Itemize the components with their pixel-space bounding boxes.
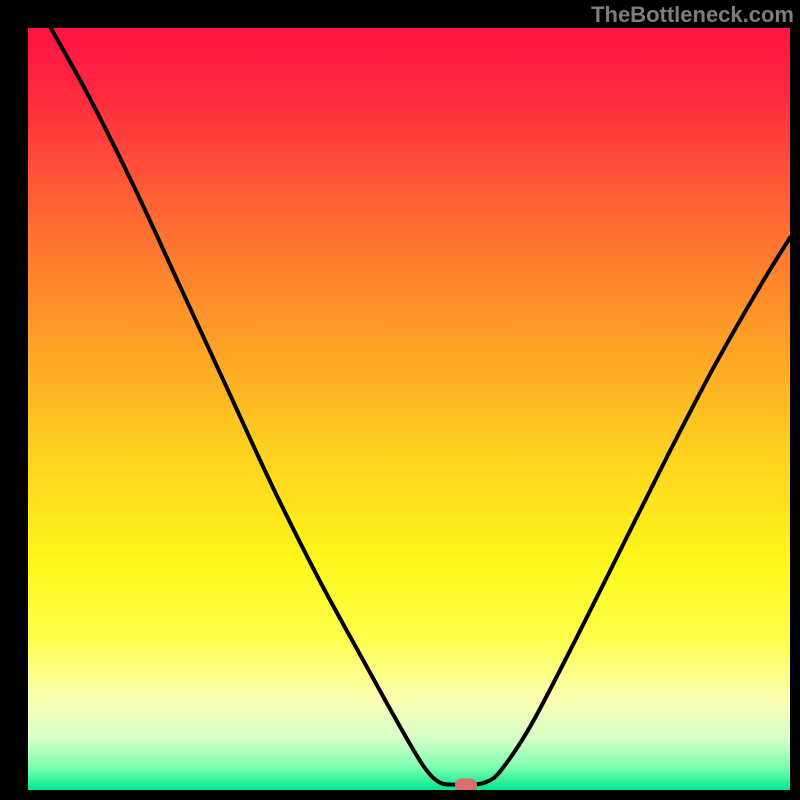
- plot-area: [28, 28, 790, 790]
- frame-right: [790, 0, 800, 800]
- frame-left: [0, 0, 28, 800]
- frame-bottom: [0, 790, 800, 800]
- bottleneck-curve: [28, 28, 790, 790]
- optimal-marker: [455, 778, 477, 790]
- watermark-text: TheBottleneck.com: [591, 2, 794, 28]
